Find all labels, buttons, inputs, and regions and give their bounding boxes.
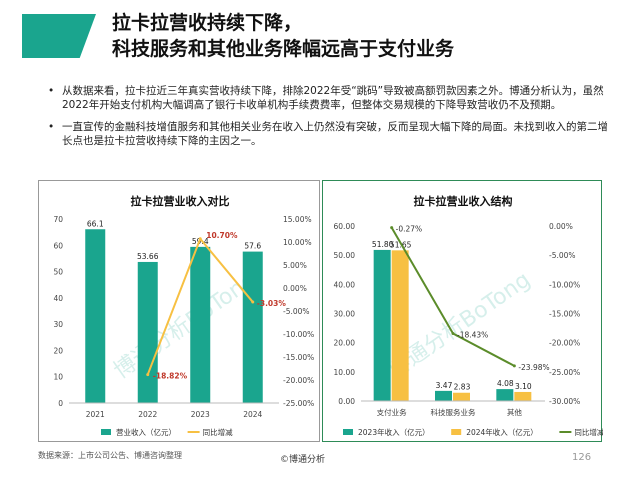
left-axis-tick-label: 40 bbox=[53, 294, 63, 303]
bar-data-label: 57.6 bbox=[244, 242, 261, 251]
right-axis-tick-label: -30.00% bbox=[549, 397, 580, 406]
title-accent-shape bbox=[22, 14, 96, 58]
bar-1 bbox=[190, 246, 211, 403]
right-axis-tick-label: -20.00% bbox=[283, 376, 314, 385]
bar-2 bbox=[453, 392, 470, 401]
left-axis-tick-label: 50 bbox=[53, 268, 63, 277]
right-axis-tick-label: 0.00% bbox=[549, 222, 573, 231]
right-axis-tick-label: 5.00% bbox=[283, 261, 307, 270]
bullet-item: 一直宣传的金融科技增值服务和其他相关业务在收入上仍然没有突破，反而呈现大幅下降的… bbox=[48, 120, 608, 148]
left-axis-tick-label: 0 bbox=[58, 399, 63, 408]
page-title: 拉卡拉营收持续下降， 科技服务和其他业务降幅远高于支付业务 bbox=[112, 10, 454, 62]
revenue-comparison-chart: 拉卡拉营业收入对比博通分析BoTong010203040506070-25.00… bbox=[53, 194, 314, 437]
chart-title: 拉卡拉营业收入结构 bbox=[414, 194, 513, 208]
line-point bbox=[451, 332, 455, 336]
bar-1 bbox=[373, 249, 391, 401]
bar-1 bbox=[496, 389, 514, 401]
right-axis-tick-label: -5.00% bbox=[549, 251, 576, 260]
chart-title: 拉卡拉营业收入对比 bbox=[131, 194, 230, 208]
right-axis-tick-label: -10.00% bbox=[283, 330, 314, 339]
category-tick-label: 支付业务 bbox=[377, 407, 407, 417]
category-tick-label: 2024 bbox=[243, 410, 262, 419]
bar-data-label: 3.10 bbox=[515, 382, 532, 391]
legend-label: 同比增减 bbox=[203, 427, 233, 437]
right-axis-tick-label: -15.00% bbox=[549, 310, 580, 319]
line-data-label: -3.03% bbox=[257, 299, 287, 308]
bar-data-label: 59.4 bbox=[192, 237, 209, 246]
left-axis-tick-label: 0.00 bbox=[338, 397, 355, 406]
right-axis-tick-label: 10.00% bbox=[283, 238, 312, 247]
left-axis-tick-label: 30.00 bbox=[334, 310, 356, 319]
bar-data-label: 3.47 bbox=[436, 381, 453, 390]
legend-label: 2023年收入（亿元） bbox=[358, 427, 430, 437]
legend-label: 营业收入（亿元） bbox=[116, 427, 176, 437]
line-point bbox=[390, 226, 394, 230]
legend-label: 2024年收入（亿元） bbox=[466, 427, 538, 437]
left-axis-tick-label: 50.00 bbox=[334, 251, 356, 260]
bar-data-label: 53.66 bbox=[137, 252, 159, 261]
bullet-list: 从数据来看，拉卡拉近三年真实营收持续下降，排除2022年受“跳码”导致被高额罚款… bbox=[48, 84, 608, 156]
left-axis-tick-label: 60.00 bbox=[334, 222, 356, 231]
line-data-label: -18.82% bbox=[153, 372, 188, 381]
left-axis-tick-label: 10.00 bbox=[334, 368, 356, 377]
bar-1 bbox=[242, 251, 263, 403]
right-axis-tick-label: -5.00% bbox=[283, 307, 310, 316]
line-data-label: -0.27% bbox=[396, 225, 423, 234]
right-axis-tick-label: 15.00% bbox=[283, 215, 312, 224]
title-line-1: 拉卡拉营收持续下降， bbox=[112, 12, 303, 34]
right-axis-tick-label: -10.00% bbox=[549, 280, 580, 289]
bar-1 bbox=[137, 261, 158, 403]
line-data-label: -18.43% bbox=[457, 331, 488, 340]
legend-swatch bbox=[343, 429, 353, 435]
category-tick-label: 2023 bbox=[191, 410, 210, 419]
line-point bbox=[512, 364, 516, 368]
category-tick-label: 其他 bbox=[507, 407, 522, 417]
line-point bbox=[198, 237, 202, 241]
right-axis-tick-label: -15.00% bbox=[283, 353, 314, 362]
category-tick-label: 科技服务业务 bbox=[431, 407, 476, 417]
left-axis-tick-label: 20.00 bbox=[334, 339, 356, 348]
left-axis-tick-label: 30 bbox=[53, 320, 63, 329]
left-axis-tick-label: 20 bbox=[53, 346, 63, 355]
left-axis-tick-label: 70 bbox=[53, 215, 63, 224]
bar-2 bbox=[514, 391, 532, 401]
left-axis-tick-label: 40.00 bbox=[334, 280, 356, 289]
line-point bbox=[251, 300, 255, 304]
bar-data-label: 4.08 bbox=[497, 379, 514, 388]
left-axis-tick-label: 10 bbox=[53, 373, 63, 382]
line-data-label: 10.70% bbox=[206, 231, 238, 240]
bar-data-label: 2.83 bbox=[454, 383, 471, 392]
legend-swatch bbox=[101, 429, 111, 435]
title-line-2: 科技服务和其他业务降幅远高于支付业务 bbox=[112, 38, 455, 60]
bar-1 bbox=[85, 229, 106, 403]
bar-data-label: 51.80 bbox=[372, 240, 394, 249]
right-axis-tick-label: 0.00% bbox=[283, 284, 307, 293]
line-point bbox=[146, 373, 150, 377]
bullet-item: 从数据来看，拉卡拉近三年真实营收持续下降，排除2022年受“跳码”导致被高额罚款… bbox=[48, 84, 608, 112]
bar-2 bbox=[391, 250, 409, 401]
line-data-label: -23.98% bbox=[518, 363, 549, 372]
chart-panel-structure: 拉卡拉营业收入结构 博通分析BoTong 0.00 10.00 20.00 30.00 40… bbox=[322, 180, 603, 442]
page-number: 126 bbox=[572, 452, 592, 463]
legend-label: 同比增减 bbox=[574, 427, 603, 437]
legend-swatch bbox=[451, 429, 462, 435]
data-source-note: 数据来源：上市公司公告、博通咨询整理 bbox=[38, 451, 182, 460]
right-axis-tick-label: -25.00% bbox=[283, 399, 314, 408]
footer-brand: ©博通分析 bbox=[280, 455, 326, 465]
revenue-structure-chart: 拉卡拉营业收入结构博通分析BoTong0.0010.0020.0030.0040… bbox=[334, 194, 603, 437]
category-tick-label: 2021 bbox=[86, 410, 105, 419]
bar-data-label: 66.1 bbox=[87, 219, 104, 228]
left-axis-tick-label: 60 bbox=[53, 241, 63, 250]
chart-panel-revenue: 拉卡拉营业收入对比 博通分析BoTong 0 10 20 30 40 50 60 70 -25.00… bbox=[38, 180, 320, 442]
right-axis-tick-label: -20.00% bbox=[549, 339, 580, 348]
category-tick-label: 2022 bbox=[138, 410, 157, 419]
bar-1 bbox=[435, 390, 452, 401]
right-axis-tick-label: -25.00% bbox=[549, 368, 580, 377]
